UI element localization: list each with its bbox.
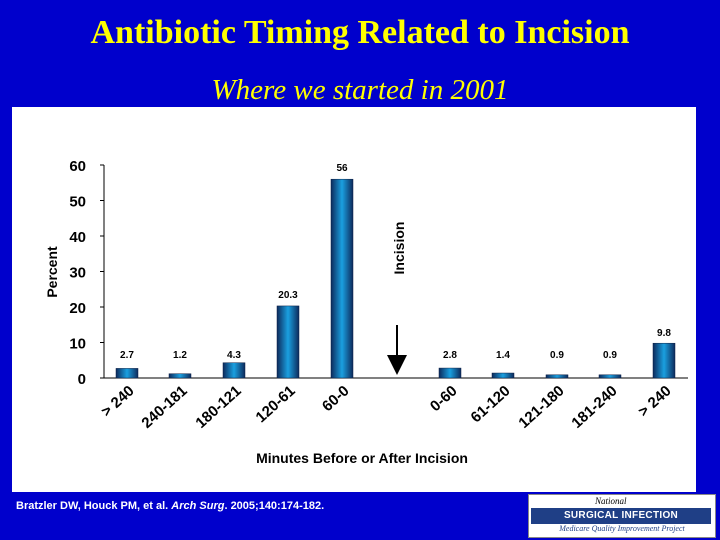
- bar: [168, 373, 192, 379]
- bar: [276, 305, 300, 379]
- data-label: 56: [336, 163, 348, 174]
- data-label: 2.8: [443, 350, 457, 361]
- data-label: 0.9: [550, 350, 564, 361]
- y-axis-label: Percent: [44, 246, 60, 298]
- bar: [491, 372, 515, 379]
- data-label: 2.7: [120, 350, 134, 361]
- y-tick-label: 40: [69, 229, 86, 246]
- bar: [330, 178, 354, 379]
- chart-panel: 0 10 20 30 40 50 60 Percent 2.7 1.2 4.3 20.3 56 2.8 1.…: [12, 107, 696, 492]
- data-label: 1.2: [173, 350, 187, 361]
- data-label: 0.9: [603, 350, 617, 361]
- bar: [222, 362, 246, 379]
- x-tick-label: 180-121: [192, 382, 244, 431]
- data-label: 4.3: [227, 350, 241, 361]
- bar: [438, 367, 462, 379]
- y-tick-label: 60: [69, 158, 86, 175]
- x-tick-label: 120-61: [253, 382, 299, 426]
- citation-details: . 2005;140:174-182.: [224, 500, 325, 512]
- slide-subtitle: Where we started in 2001: [211, 74, 509, 106]
- logo-top-text: National: [595, 496, 627, 506]
- x-tick-label: 60-0: [319, 382, 353, 415]
- bar: [115, 368, 139, 379]
- x-tick-label: > 240: [635, 382, 675, 420]
- bar-chart: 0 10 20 30 40 50 60 Percent 2.7 1.2 4.3 20.3 56 2.8 1.…: [44, 158, 688, 466]
- x-tick-label: 0-60: [427, 382, 461, 415]
- data-label: 1.4: [496, 350, 510, 361]
- x-tick-label: > 240: [98, 382, 138, 420]
- slide-title: Antibiotic Timing Related to Incision: [90, 14, 630, 51]
- x-tick-label: 121-180: [515, 382, 567, 431]
- data-label: 20.3: [278, 290, 298, 301]
- sip-logo: National SURGICAL INFECTION PREVENTION M…: [528, 494, 716, 538]
- y-tick-label: 10: [69, 336, 86, 353]
- citation: Bratzler DW, Houck PM, et al. Arch Surg.…: [16, 500, 324, 512]
- y-tick-label: 0: [78, 371, 86, 388]
- incision-annotation: Incision: [391, 222, 407, 275]
- bar: [598, 374, 622, 379]
- x-axis-label: Minutes Before or After Incision: [256, 450, 468, 466]
- logo-bottom-text: Medicare Quality Improvement Project: [559, 524, 685, 533]
- bar: [652, 342, 676, 379]
- x-tick-label: 61-120: [468, 382, 514, 426]
- bar: [545, 374, 569, 379]
- data-label: 9.8: [657, 328, 671, 339]
- citation-journal: Arch Surg: [171, 500, 225, 512]
- x-tick-label: 240-181: [138, 382, 190, 431]
- y-tick-label: 50: [69, 194, 86, 211]
- y-tick-label: 20: [69, 300, 86, 317]
- x-tick-label: 181-240: [568, 382, 620, 431]
- logo-band-text: SURGICAL INFECTION PREVENTION: [531, 508, 711, 537]
- citation-authors: Bratzler DW, Houck PM, et al.: [16, 500, 172, 512]
- y-tick-label: 30: [69, 265, 86, 282]
